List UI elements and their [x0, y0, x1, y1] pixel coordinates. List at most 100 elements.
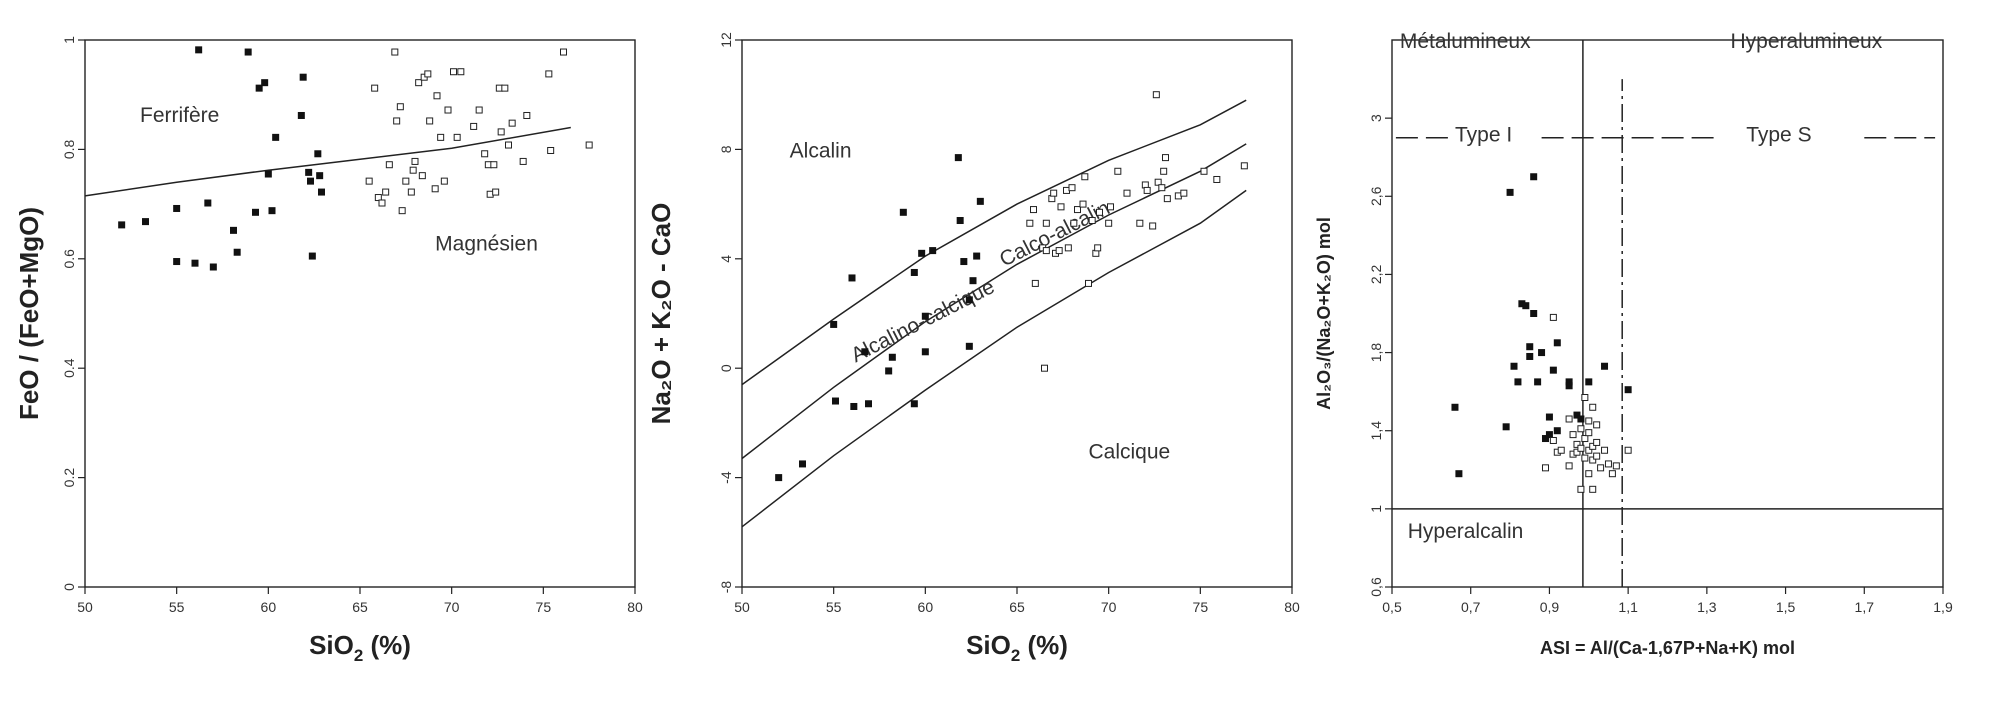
data-point-filled: [1522, 302, 1530, 310]
data-point-open: [492, 188, 500, 196]
data-point-open: [545, 70, 553, 78]
data-point-open: [407, 188, 415, 196]
data-point-open: [424, 70, 432, 78]
data-point-filled: [1553, 339, 1561, 347]
data-point-open: [1026, 219, 1034, 227]
region-label: Calco-alcalin: [996, 196, 1114, 271]
data-point-filled: [1545, 431, 1553, 439]
data-point-open: [1152, 91, 1160, 99]
data-point-filled: [929, 247, 937, 255]
data-point-filled: [191, 259, 199, 267]
data-point-open: [1031, 279, 1039, 287]
data-point-filled: [921, 312, 929, 320]
data-point-open: [1597, 464, 1605, 472]
data-point-filled: [1502, 423, 1510, 431]
data-point-filled: [861, 348, 869, 356]
data-point-open: [1114, 167, 1122, 175]
data-point-filled: [1565, 378, 1573, 386]
data-point-open: [1163, 195, 1171, 203]
data-point-filled: [1510, 362, 1518, 370]
region-label-bg: [1742, 121, 1817, 148]
data-point-open: [1549, 436, 1557, 444]
data-point-filled: [318, 188, 325, 196]
data-point-open: [490, 161, 498, 169]
data-point-open: [1585, 417, 1593, 425]
data-point-open: [378, 199, 386, 207]
data-point-open: [1573, 440, 1581, 448]
x-tick-label: 1,5: [1776, 599, 1796, 615]
data-point-open: [440, 177, 448, 185]
y-tick-label: 1,8: [1368, 343, 1384, 363]
data-point-open: [508, 119, 516, 127]
data-point-filled: [209, 263, 217, 271]
data-point-filled: [307, 177, 314, 185]
data-point-open: [1589, 403, 1597, 411]
data-point-open: [1624, 446, 1632, 454]
x-axis-label-tail: (%): [1020, 630, 1068, 660]
y-tick-label: 0: [61, 583, 77, 591]
data-point-open: [1123, 189, 1131, 197]
y-tick-label: 4: [718, 255, 734, 263]
x-axis-label: SiO2 (%): [966, 630, 1068, 665]
data-point-filled: [899, 208, 907, 216]
data-point-filled: [1518, 300, 1526, 308]
y-tick-label: 2,2: [1368, 264, 1384, 284]
y-tick-label: 0.2: [61, 468, 77, 488]
data-point-filled: [956, 217, 964, 225]
region-label: Hyperalcalin: [1408, 520, 1524, 543]
y-axis-label: FeO / (FeO+MgO): [14, 207, 44, 420]
y-tick-label: 1: [61, 36, 77, 44]
data-point-open: [1573, 448, 1581, 456]
x-tick-label: 55: [169, 599, 185, 615]
y-tick-label: 1,4: [1368, 421, 1384, 441]
x-axis-label-sub: 2: [354, 646, 363, 665]
data-point-filled: [830, 320, 838, 328]
region-label: Métalumineux: [1400, 30, 1531, 53]
y-tick-label: 0.6: [61, 249, 77, 269]
data-point-filled: [1545, 413, 1553, 421]
data-point-open: [1162, 154, 1169, 162]
data-point-open: [1030, 206, 1037, 214]
data-point-filled: [1506, 188, 1514, 196]
x-tick-label: 1,9: [1933, 599, 1953, 615]
data-point-filled: [1530, 310, 1538, 317]
x-tick-label: 55: [826, 599, 842, 615]
data-point-filled: [264, 170, 272, 178]
data-point-open: [1608, 470, 1616, 478]
data-point-open: [433, 92, 441, 100]
data-point-open: [497, 128, 505, 136]
region-label: Hyperalumineux: [1730, 30, 1882, 53]
data-point-open: [393, 117, 401, 125]
data-point-open: [1094, 244, 1102, 252]
data-point-open: [1085, 279, 1092, 287]
data-point-filled: [272, 133, 280, 141]
x-tick-label: 75: [536, 599, 552, 615]
data-point-open: [1042, 219, 1050, 227]
data-point-open: [1593, 438, 1601, 446]
plot-frame: [741, 39, 1293, 588]
y-tick-label: 0,6: [1368, 577, 1384, 597]
data-point-open: [402, 177, 410, 185]
data-point-filled: [848, 274, 856, 282]
data-point-open: [411, 157, 419, 165]
x-tick-label: 0,5: [1382, 599, 1402, 615]
x-axis-label: ASI = Al/(Ca-1,67P+Na+K) mol: [1540, 638, 1795, 658]
data-point-open: [1154, 178, 1162, 186]
data-point-open: [415, 79, 423, 87]
data-point-filled: [316, 172, 324, 180]
data-point-filled: [969, 277, 977, 285]
x-tick-label: 0,9: [1540, 599, 1560, 615]
region-label: Ferrifère: [140, 104, 219, 127]
data-point-open: [385, 161, 393, 169]
data-point-filled: [204, 199, 212, 207]
data-point-open: [1041, 364, 1048, 372]
line-lower: [741, 189, 1247, 528]
data-point-filled: [1526, 352, 1534, 360]
data-point-filled: [850, 402, 858, 410]
x-axis-label-sub: 2: [1011, 646, 1020, 665]
data-point-open: [1557, 446, 1565, 454]
data-point-open: [1055, 247, 1063, 255]
data-point-filled: [960, 258, 968, 266]
data-point-open: [450, 68, 457, 76]
